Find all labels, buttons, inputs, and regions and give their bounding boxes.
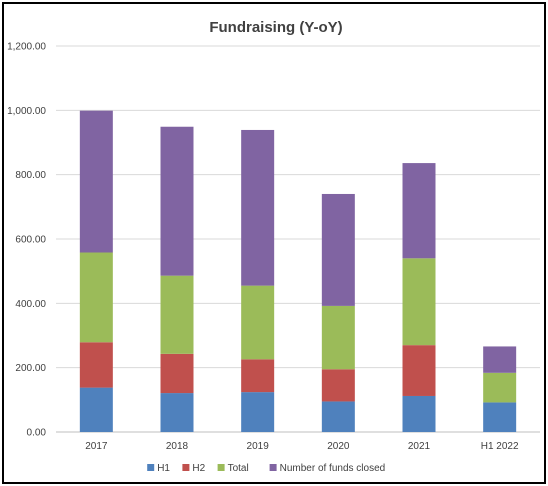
bar-segment-h2 <box>241 359 275 393</box>
bar-segment-h2 <box>79 342 113 388</box>
legend-swatch <box>147 464 155 471</box>
bar-segment-h1 <box>402 395 436 432</box>
gridlines <box>56 45 540 433</box>
bar-segment-total <box>241 285 275 360</box>
bars <box>79 110 517 432</box>
x-tick-label: 2021 <box>408 441 431 452</box>
x-tick-label: H1 2022 <box>481 441 519 452</box>
x-tick-label: 2017 <box>85 441 108 452</box>
bar-segment-total <box>321 305 355 370</box>
bar-segment-h2 <box>321 369 355 402</box>
y-tick-label: 800.00 <box>15 170 46 181</box>
bar-segment-h1 <box>79 387 113 432</box>
legend-swatch <box>182 464 190 471</box>
x-tick-label: 2020 <box>327 441 350 452</box>
fundraising-chart: Fundraising (Y-oY) 0.00 200.00 400.00 600.0… <box>7 19 540 474</box>
legend-label: Total <box>228 463 249 474</box>
y-tick-label: 0.00 <box>27 428 47 439</box>
bar-segment-h2 <box>160 353 194 394</box>
y-tick-label: 200.00 <box>15 363 46 374</box>
bar-segment-number-of-funds-closed <box>321 193 355 306</box>
bar-segment-h2 <box>402 345 436 396</box>
y-tick-label: 600.00 <box>15 235 46 246</box>
x-axis-ticks: 2017 2018 2019 2020 2021 H1 2022 <box>85 441 519 452</box>
bar-segment-h1 <box>160 393 194 432</box>
y-tick-label: 400.00 <box>15 299 46 310</box>
y-axis-ticks: 0.00 200.00 400.00 600.00 800.00 1,000.00 1,20… <box>7 42 46 439</box>
bar-segment-total <box>79 252 113 343</box>
legend: H1 H2 Total Number of funds closed <box>147 463 385 474</box>
bar-segment-total <box>483 372 517 403</box>
x-tick-label: 2018 <box>166 441 189 452</box>
y-tick-label: 1,000.00 <box>7 106 46 117</box>
bar-segment-h1 <box>241 392 275 432</box>
legend-label: H1 <box>157 463 170 474</box>
legend-swatch <box>217 464 225 471</box>
legend-swatch <box>269 464 277 471</box>
bar-segment-number-of-funds-closed <box>79 110 113 253</box>
bar-segment-h1 <box>483 402 517 432</box>
bar-segment-number-of-funds-closed <box>241 129 275 286</box>
bar-segment-h1 <box>321 401 355 432</box>
x-tick-label: 2019 <box>247 441 270 452</box>
chart-title: Fundraising (Y-oY) <box>209 19 342 36</box>
bar-segment-number-of-funds-closed <box>483 346 517 373</box>
bar-segment-total <box>402 258 436 346</box>
legend-label: H2 <box>192 463 205 474</box>
legend-label: Number of funds closed <box>280 463 386 474</box>
bar-segment-number-of-funds-closed <box>402 163 436 259</box>
bar-segment-number-of-funds-closed <box>160 126 194 276</box>
bar-segment-total <box>160 275 194 354</box>
y-tick-label: 1,200.00 <box>7 42 46 53</box>
